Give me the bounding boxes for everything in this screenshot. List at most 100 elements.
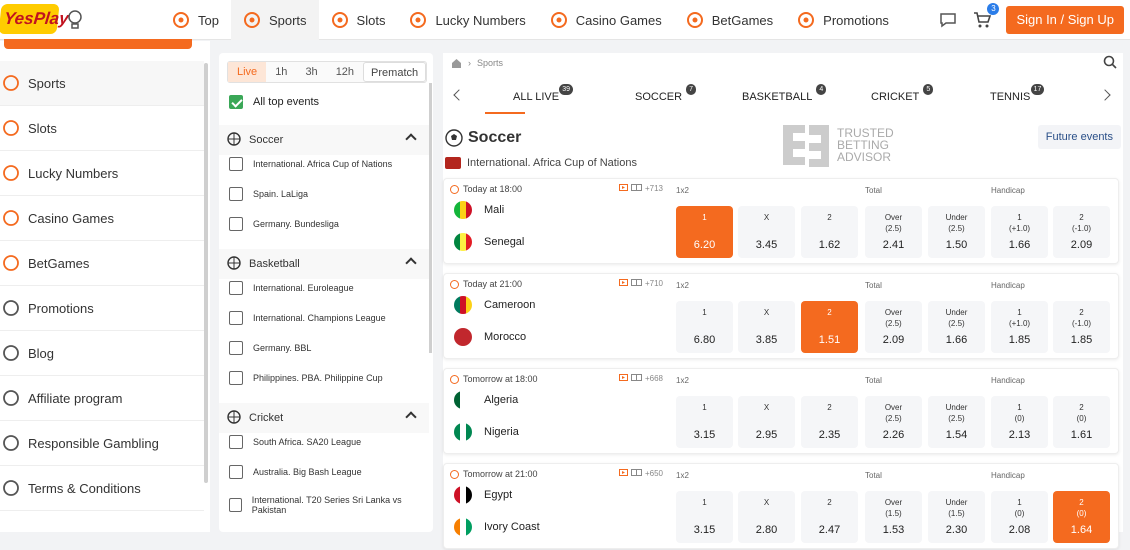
league-option[interactable]: Germany. BBL — [229, 341, 419, 355]
odds-button[interactable]: 1 6.20 — [676, 206, 733, 258]
sidebar-scrollbar[interactable] — [204, 63, 208, 483]
odds-button[interactable]: 2 (-1.0) 2.09 — [1053, 206, 1110, 258]
time-tab-3h[interactable]: 3h — [305, 66, 318, 78]
sport-tab-tennis[interactable]: TENNIS 17 — [990, 84, 1045, 103]
match-stats[interactable]: +650 — [618, 469, 663, 478]
chat-icon[interactable] — [938, 10, 958, 30]
odds-button[interactable]: 1 (0) 2.08 — [991, 491, 1048, 543]
odds-button[interactable]: 2 (0) 1.64 — [1053, 491, 1110, 543]
nav-slots[interactable]: Slots — [319, 0, 398, 40]
odds-button[interactable]: 1 3.15 — [676, 396, 733, 448]
match-info[interactable]: Tomorrow at 21:00 +650 Egypt Ivory Coast — [444, 464, 669, 550]
sidebar-item-affiliate-program[interactable]: Affiliate program — [0, 376, 204, 421]
time-tab-prematch[interactable]: Prematch — [363, 62, 427, 82]
odds-button[interactable]: 2 2.35 — [801, 396, 858, 448]
odds-button[interactable]: 2 2.47 — [801, 491, 858, 543]
logo[interactable]: YesPlay — [0, 4, 70, 34]
sign-in-button[interactable]: Sign In / Sign Up — [1006, 6, 1124, 34]
sidebar-item-terms-conditions[interactable]: Terms & Conditions — [0, 466, 204, 511]
league-checkbox[interactable] — [229, 217, 243, 231]
breadcrumb-sports[interactable]: Sports — [477, 58, 504, 68]
league-checkbox[interactable] — [229, 157, 243, 171]
odds-button[interactable]: 1 3.15 — [676, 491, 733, 543]
nav-lucky-numbers[interactable]: Lucky Numbers — [397, 0, 537, 40]
sport-tab-soccer[interactable]: SOCCER 7 — [635, 84, 697, 103]
chevron-up-icon[interactable] — [405, 411, 417, 423]
search-icon[interactable] — [1103, 55, 1117, 69]
time-tab-12h[interactable]: 12h — [335, 66, 355, 78]
odds-button[interactable]: Over (2.5) 2.09 — [865, 301, 922, 353]
filter-scrollbar[interactable] — [429, 83, 432, 353]
odds-button[interactable]: 1 (+1.0) 1.85 — [991, 301, 1048, 353]
league-option[interactable]: International. T20 Series Sri Lanka vs P… — [229, 495, 419, 515]
odds-button[interactable]: 2 (-1.0) 1.85 — [1053, 301, 1110, 353]
odds-button[interactable]: Over (1.5) 1.53 — [865, 491, 922, 543]
sidebar-item-promotions[interactable]: Promotions — [0, 286, 204, 331]
sport-tab-all-live[interactable]: ALL LIVE 39 — [513, 84, 574, 103]
odds-button[interactable]: Over (2.5) 2.26 — [865, 396, 922, 448]
match-stats[interactable]: +710 — [618, 279, 663, 288]
league-option[interactable]: Philippines. PBA. Philippine Cup — [229, 371, 419, 385]
league-checkbox[interactable] — [229, 498, 242, 512]
odds-button[interactable]: X 3.45 — [738, 206, 795, 258]
nav-casino-games[interactable]: Casino Games — [538, 0, 674, 40]
odds-button[interactable]: X 2.80 — [738, 491, 795, 543]
nav-top[interactable]: Top — [160, 0, 231, 40]
odds-button[interactable]: 2 (0) 1.61 — [1053, 396, 1110, 448]
sidebar-item-lucky-numbers[interactable]: Lucky Numbers — [0, 151, 204, 196]
odds-button[interactable]: Under (2.5) 1.50 — [928, 206, 985, 258]
sport-section-cricket[interactable]: Cricket — [219, 403, 429, 433]
odds-button[interactable]: X 3.85 — [738, 301, 795, 353]
odds-button[interactable]: Under (2.5) 1.54 — [928, 396, 985, 448]
sidebar-item-betgames[interactable]: BetGames — [0, 241, 204, 286]
odds-button[interactable]: 2 1.62 — [801, 206, 858, 258]
league-option[interactable]: International. Africa Cup of Nations — [229, 157, 419, 171]
league-checkbox[interactable] — [229, 281, 243, 295]
nav-promotions[interactable]: Promotions — [785, 0, 901, 40]
all-top-events-option[interactable]: All top events — [229, 95, 319, 109]
league-checkbox[interactable] — [229, 465, 243, 479]
future-events-button[interactable]: Future events — [1037, 125, 1121, 149]
league-checkbox[interactable] — [229, 311, 243, 325]
nav-sports[interactable]: Sports — [230, 0, 319, 40]
tabs-left-arrow[interactable] — [453, 89, 465, 101]
match-info[interactable]: Today at 18:00 +713 Mali Senegal — [444, 179, 669, 265]
odds-button[interactable]: X 2.95 — [738, 396, 795, 448]
league-option[interactable]: Spain. LaLiga — [229, 187, 419, 201]
match-info[interactable]: Today at 21:00 +710 Cameroon Morocco — [444, 274, 669, 360]
sport-section-basketball[interactable]: Basketball — [219, 249, 429, 279]
sidebar-item-casino-games[interactable]: Casino Games — [0, 196, 204, 241]
lightbulb-icon[interactable] — [66, 9, 84, 31]
nav-betgames[interactable]: BetGames — [674, 0, 785, 40]
odds-button[interactable]: Under (1.5) 2.30 — [928, 491, 985, 543]
odds-button[interactable]: 1 6.80 — [676, 301, 733, 353]
sport-tab-basketball[interactable]: BASKETBALL 4 — [742, 84, 827, 103]
chevron-up-icon[interactable] — [405, 257, 417, 269]
league-option[interactable]: Australia. Big Bash League — [229, 465, 419, 479]
time-tab-1h[interactable]: 1h — [275, 66, 288, 78]
league-option[interactable]: Germany. Bundesliga — [229, 217, 419, 231]
promo-banner-button[interactable] — [4, 39, 192, 49]
league-checkbox[interactable] — [229, 371, 243, 385]
league-option[interactable]: South Africa. SA20 League — [229, 435, 419, 449]
sidebar-item-blog[interactable]: Blog — [0, 331, 204, 376]
sidebar-item-slots[interactable]: Slots — [0, 106, 204, 151]
sidebar-item-sports[interactable]: Sports — [0, 61, 204, 106]
tabs-right-arrow[interactable] — [1099, 89, 1111, 101]
sport-section-soccer[interactable]: Soccer — [219, 125, 429, 155]
chevron-up-icon[interactable] — [405, 133, 417, 145]
match-info[interactable]: Tomorrow at 18:00 +668 Algeria Nigeria — [444, 369, 669, 455]
sidebar-item-responsible-gambling[interactable]: Responsible Gambling — [0, 421, 204, 466]
time-tab-live[interactable]: Live — [228, 62, 267, 82]
odds-button[interactable]: Over (2.5) 2.41 — [865, 206, 922, 258]
all-top-events-checkbox[interactable] — [229, 95, 243, 109]
league-option[interactable]: International. Champions League — [229, 311, 419, 325]
match-stats[interactable]: +713 — [618, 184, 663, 193]
odds-button[interactable]: 1 (0) 2.13 — [991, 396, 1048, 448]
odds-button[interactable]: 2 1.51 — [801, 301, 858, 353]
league-option[interactable]: International. Euroleague — [229, 281, 419, 295]
odds-button[interactable]: 1 (+1.0) 1.66 — [991, 206, 1048, 258]
league-checkbox[interactable] — [229, 341, 243, 355]
cart-button[interactable]: 3 — [972, 3, 1000, 30]
odds-button[interactable]: Under (2.5) 1.66 — [928, 301, 985, 353]
